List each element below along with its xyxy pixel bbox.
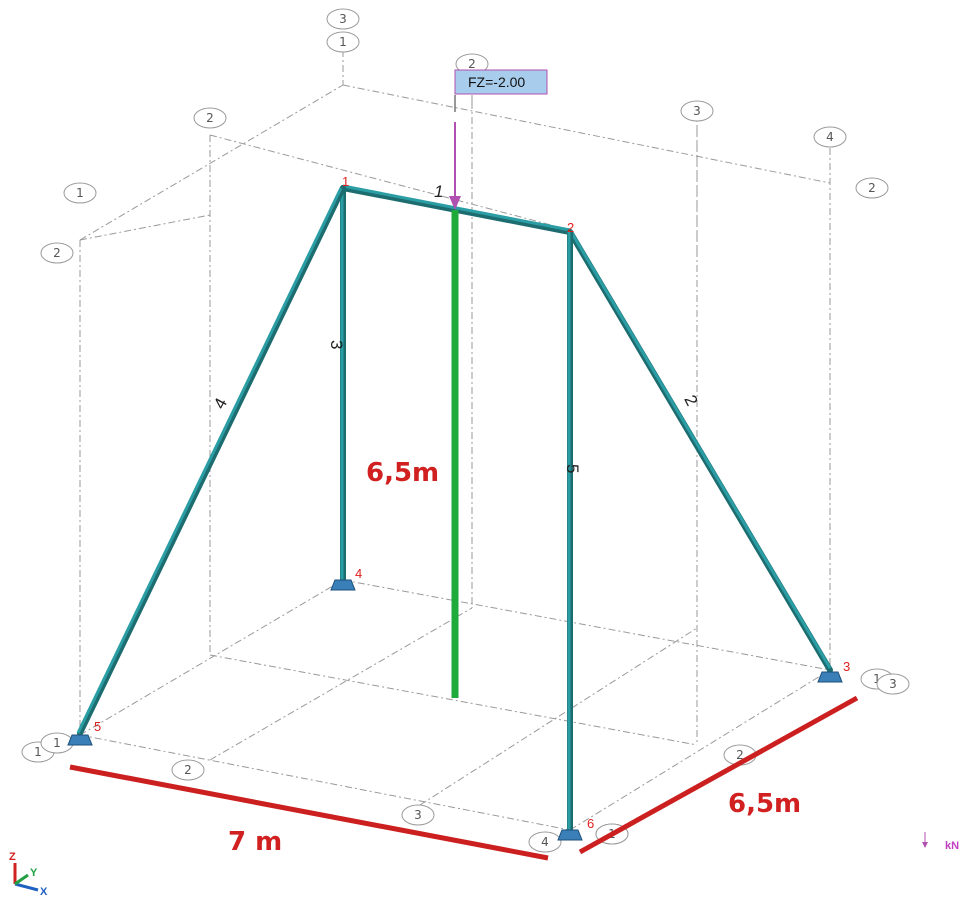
grid-axis-tag: 1	[326, 31, 360, 53]
triad-z-label: Z	[9, 851, 16, 863]
node-label-5: 5	[94, 719, 101, 734]
grid-axis-tags: 3122342121123412131	[21, 8, 910, 853]
grid-axis-tag-label: 2	[868, 181, 876, 195]
height-dimension-label: 6,5m	[366, 458, 439, 488]
grid-axis-tag-label: 2	[206, 111, 214, 125]
load-label: FZ=-2.00	[468, 74, 525, 90]
grid-axis-tag-label: 2	[736, 748, 744, 762]
grid-axis-tag-label: 3	[693, 104, 701, 118]
members	[76, 184, 833, 833]
grid-axis-tag: 1	[63, 182, 97, 204]
member-4[interactable]	[77, 185, 346, 736]
load-unit-label: kN	[945, 840, 959, 852]
supports	[67, 579, 843, 841]
member-label-4: 4	[210, 395, 231, 412]
grid-axis-tag-label: 2	[184, 763, 192, 777]
member-label-5: 5	[563, 464, 582, 473]
triad-y-label: Y	[30, 867, 38, 879]
grid-axis-tag: 3	[680, 100, 714, 122]
grid-axis-tag-label: 1	[339, 35, 347, 49]
grid-axis-tag-label: 3	[889, 677, 897, 691]
node-label-6: 6	[587, 816, 594, 831]
grid-axis-tag: 2	[855, 177, 889, 199]
grid-axis-tag: 3	[401, 804, 435, 826]
grid-axis-tag: 4	[528, 831, 562, 853]
depth-dimension-line	[578, 695, 859, 855]
grid-axis-tag-label: 1	[53, 736, 61, 750]
node-label-4: 4	[355, 566, 362, 581]
grid-axis-tag: 3	[876, 673, 910, 695]
width-dimension-line	[69, 764, 549, 861]
support-icon	[557, 829, 583, 841]
point-load[interactable]: FZ=-2.00	[449, 69, 548, 210]
member-label-1: 1	[434, 182, 443, 201]
unit-legend: kN	[922, 832, 959, 852]
node-label-1: 1	[342, 174, 349, 189]
grid-axis-tag-label: 2	[53, 246, 61, 260]
grid-axis-tag: 2	[193, 107, 227, 129]
support-icon	[67, 734, 93, 746]
support-icon	[817, 671, 843, 683]
support-icon	[330, 579, 356, 591]
grid-axis-tag-label: 3	[339, 12, 347, 26]
grid-lines	[29, 50, 831, 831]
grid-axis-tag: 3	[326, 8, 360, 30]
node-label-3: 3	[843, 659, 850, 674]
grid-axis-tag-label: 1	[76, 186, 84, 200]
member-label-2: 2	[680, 392, 701, 409]
load-unit-arrow-icon	[922, 842, 928, 848]
grid-axis-tag: 2	[171, 759, 205, 781]
axis-triad[interactable]: Z Y X	[9, 851, 48, 898]
grid-axis-tag-label: 4	[541, 835, 549, 849]
depth-dimension-label: 6,5m	[728, 789, 801, 819]
grid-axis-tag-label: 2	[468, 57, 476, 71]
grid-axis-tag: 2	[40, 242, 74, 264]
width-dimension-label: 7 m	[228, 827, 282, 857]
grid-axis-tag: 4	[813, 126, 847, 148]
node-label-2: 2	[567, 220, 574, 235]
triad-x-label: X	[40, 886, 48, 898]
grid-axis-tag: 1	[40, 732, 74, 754]
load-label-box	[454, 69, 548, 95]
load-arrow-icon	[449, 196, 461, 210]
grid-axis-tag-label: 1	[873, 672, 881, 686]
member-label-3: 3	[327, 340, 346, 349]
grid-axis-tag-label: 1	[34, 745, 42, 759]
grid-axis-tag-label: 3	[414, 808, 422, 822]
grid-axis-tag-label: 4	[826, 130, 834, 144]
